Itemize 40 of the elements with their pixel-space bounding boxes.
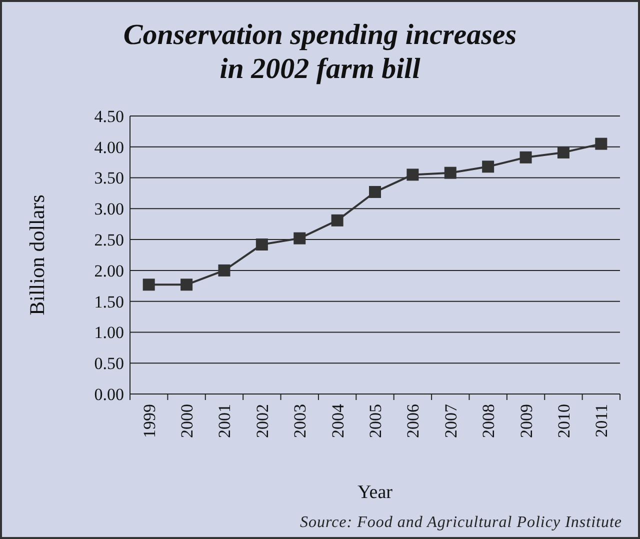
x-tick-label: 2009 xyxy=(516,404,536,438)
source-note: Source: Food and Agricultural Policy Institute xyxy=(300,514,622,531)
point xyxy=(369,186,381,198)
x-tick-label: 2008 xyxy=(479,404,498,438)
x-tick-label: 2005 xyxy=(366,404,385,438)
y-tick-label: 1.00 xyxy=(94,323,124,342)
y-tick-label: 2.00 xyxy=(94,261,124,280)
point xyxy=(444,166,456,179)
y-tick-label: 3.50 xyxy=(94,168,124,188)
point xyxy=(557,146,570,158)
x-tick-label: 2003 xyxy=(290,404,310,438)
y-axis-title: Billion dollars xyxy=(25,194,49,316)
point xyxy=(482,160,494,173)
x-tick-label: 2010 xyxy=(554,404,574,438)
point xyxy=(218,264,230,276)
x-tick-label: 2000 xyxy=(178,404,197,438)
y-tick-label: 4.00 xyxy=(94,138,124,157)
x-tick-label: 2006 xyxy=(404,404,423,438)
y-tick-label: 0.00 xyxy=(94,384,124,404)
point xyxy=(520,151,532,164)
y-tick-label: 1.50 xyxy=(94,292,124,312)
point xyxy=(331,214,344,226)
y-tick-label: 2.50 xyxy=(94,230,124,250)
point xyxy=(595,138,608,150)
x-tick-label: 2011 xyxy=(592,404,612,438)
point xyxy=(294,232,306,244)
point xyxy=(142,278,155,291)
point xyxy=(256,238,268,250)
x-tick-label: 2001 xyxy=(215,404,234,438)
x-axis-title: Year xyxy=(357,482,394,503)
x-tick-label: 2002 xyxy=(252,404,272,438)
y-tick-label: 3.00 xyxy=(94,200,124,219)
point xyxy=(406,168,419,181)
x-tick-label: 2004 xyxy=(328,404,348,438)
chart-title: Conservation spending increases in 2002 farm bill xyxy=(123,19,517,85)
x-tick-label: 2007 xyxy=(441,404,460,438)
point xyxy=(180,278,193,291)
y-tick-label: 4.50 xyxy=(94,106,124,126)
y-tick-label: 0.50 xyxy=(94,354,124,374)
x-tick-label: 1999 xyxy=(140,404,159,438)
